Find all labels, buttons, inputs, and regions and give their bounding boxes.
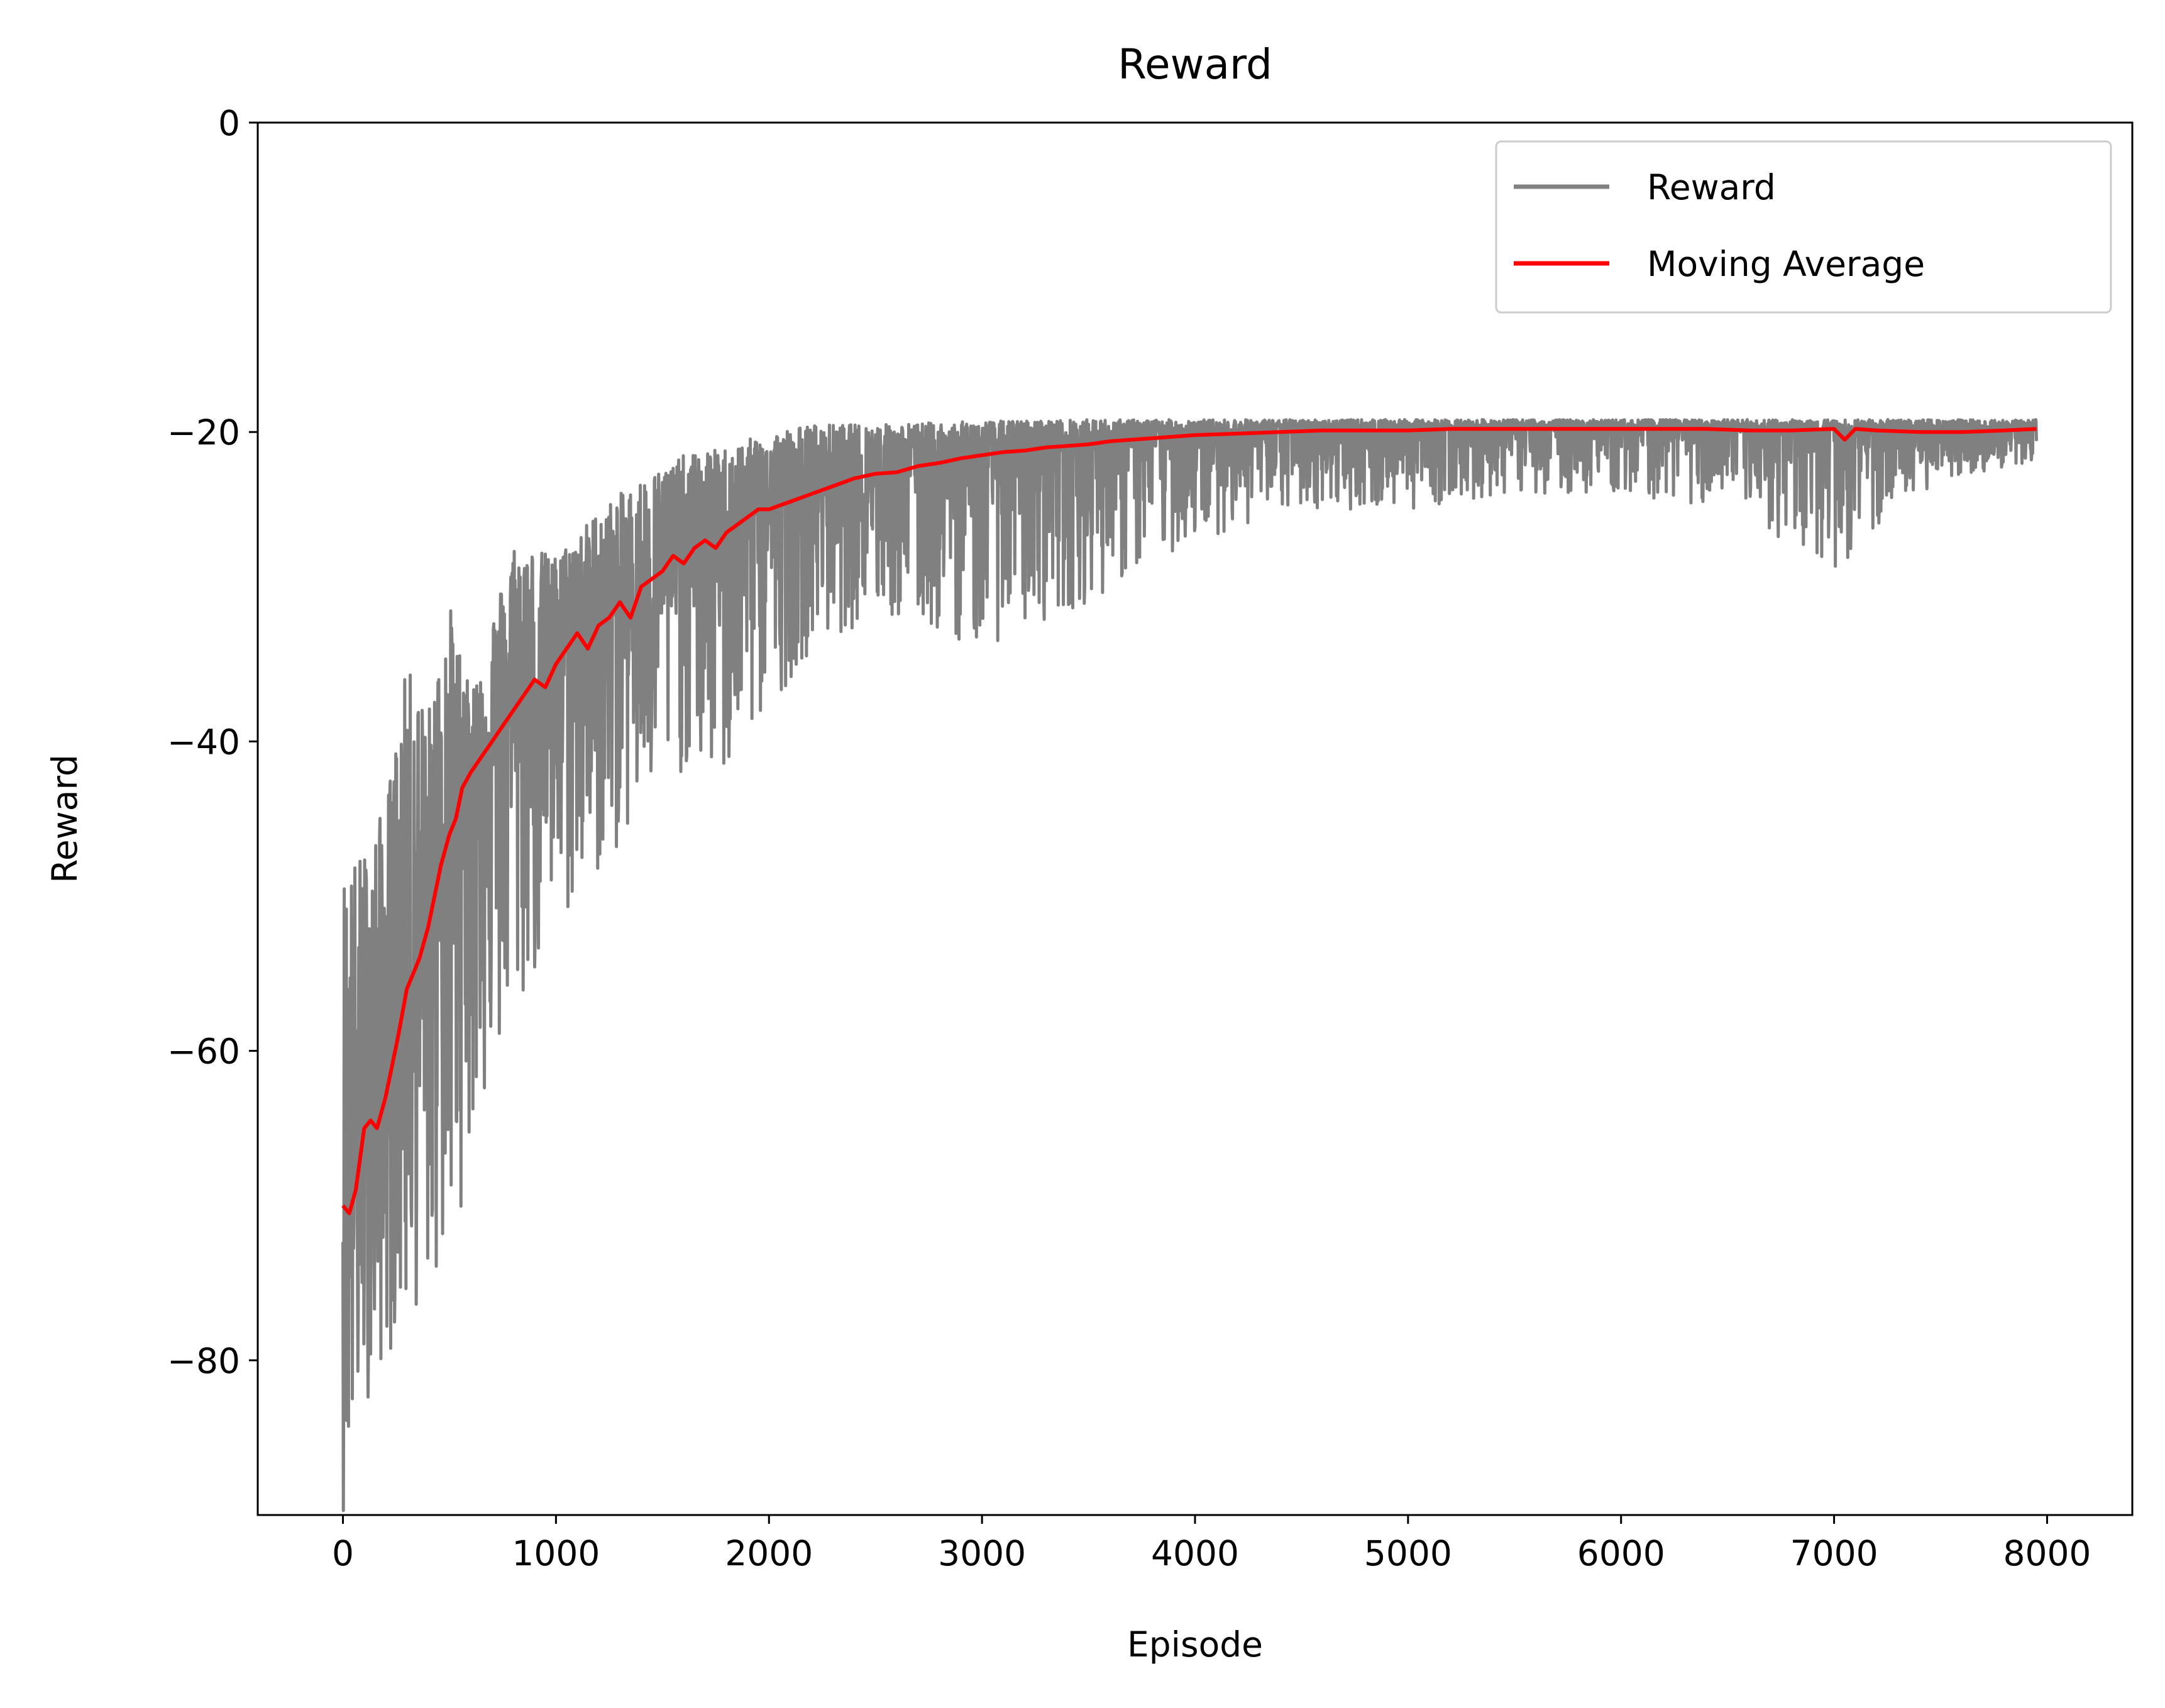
y-tick-label: −60 — [167, 1032, 240, 1072]
y-tick-label: −80 — [167, 1341, 240, 1381]
y-tick-label: −40 — [167, 722, 240, 762]
x-tick-label: 8000 — [2003, 1533, 2091, 1573]
x-tick-label: 2000 — [725, 1533, 813, 1573]
y-axis-label: Reward — [45, 754, 85, 883]
x-tick-label: 4000 — [1151, 1533, 1239, 1573]
legend-box — [1495, 140, 2112, 314]
moving-average-line — [341, 427, 2037, 1216]
legend-label-moving-average: Moving Average — [1647, 244, 1925, 284]
x-tick-label: 3000 — [938, 1533, 1026, 1573]
x-tick-label: 5000 — [1364, 1533, 1452, 1573]
reward-line — [341, 418, 2038, 1512]
moving-average-series — [341, 427, 2037, 1216]
x-tick-label: 1000 — [512, 1533, 600, 1573]
legend-label-reward: Reward — [1647, 167, 1776, 207]
y-tick-label: −20 — [167, 412, 240, 453]
x-axis-label: Episode — [1127, 1624, 1263, 1665]
x-tick-label: 0 — [332, 1533, 354, 1573]
x-tick-label: 7000 — [1790, 1533, 1878, 1573]
x-axis: 0 1000 2000 3000 4000 5000 6000 7000 8000 — [332, 1515, 2091, 1573]
legend: Reward Moving Average — [1495, 140, 2112, 314]
y-axis: 0 −20 −40 −60 −80 — [167, 103, 258, 1381]
x-tick-label: 6000 — [1577, 1533, 1665, 1573]
y-tick-label: 0 — [218, 103, 240, 143]
chart-title: Reward — [1118, 40, 1272, 89]
reward-band — [341, 418, 2038, 1512]
